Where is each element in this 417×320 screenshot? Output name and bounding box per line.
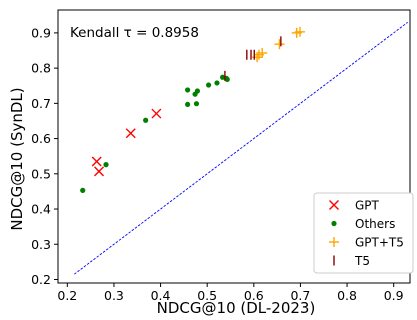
data-point-gpt <box>91 156 102 167</box>
y-axis-label: NDCG@10 (SynDL) <box>8 87 26 230</box>
kendall-tau-annotation: Kendall τ = 0.8958 <box>70 25 199 41</box>
y-tick-label: 0.6 <box>31 131 51 146</box>
data-point-others <box>103 162 109 168</box>
x-axis-ticks: 0.2 0.3 0.4 0.5 0.6 0.7 0.8 0.9 <box>57 283 404 303</box>
data-point-others <box>185 101 191 108</box>
data-point-gpt <box>94 166 105 177</box>
y-tick-label: 0.8 <box>31 61 51 76</box>
x-tick-label: 0.4 <box>151 288 171 303</box>
data-point-gpt <box>151 108 162 119</box>
legend-marker-others <box>331 220 337 227</box>
y-tick-label: 0.3 <box>31 237 51 252</box>
reference-diagonal-line <box>74 21 408 275</box>
legend-marker-gpt <box>329 200 339 210</box>
y-tick-label: 0.2 <box>31 272 51 287</box>
data-point-gpt-t5 <box>294 26 305 37</box>
x-tick-label: 0.6 <box>244 288 264 303</box>
data-point-others <box>193 101 200 107</box>
legend-label-others: Others <box>355 217 395 231</box>
x-tick-label: 0.2 <box>57 288 77 303</box>
legend-label-gpt-t5: GPT+T5 <box>355 236 404 250</box>
data-point-others <box>185 87 191 93</box>
y-axis-ticks: 0.2 0.3 0.4 0.5 0.6 0.7 0.8 0.9 <box>31 25 58 287</box>
data-point-gpt-t5 <box>252 52 263 63</box>
legend: GPT Others GPT+T5 T5 <box>313 192 414 274</box>
data-point-others <box>214 80 220 86</box>
data-point-gpt-t5 <box>257 47 268 58</box>
x-tick-label: 0.8 <box>337 288 357 303</box>
legend-entries: GPT Others GPT+T5 T5 <box>329 199 404 268</box>
data-point-others <box>80 187 86 193</box>
x-tick-label: 0.3 <box>104 288 124 303</box>
data-point-gpt <box>125 128 136 139</box>
x-tick-label: 0.9 <box>384 288 404 303</box>
legend-marker-gpt-t5 <box>329 237 339 247</box>
legend-box <box>313 192 414 274</box>
y-tick-label: 0.7 <box>31 96 51 111</box>
x-tick-label: 0.5 <box>197 288 217 303</box>
data-point-others <box>205 82 212 88</box>
plot-area-frame <box>57 9 411 284</box>
x-axis-label: NDCG@10 (DL-2023) <box>157 299 316 317</box>
data-points-layer <box>80 26 305 193</box>
reference-line-layer <box>74 21 408 275</box>
data-point-others <box>194 88 201 94</box>
data-point-others <box>224 76 230 82</box>
y-tick-label: 0.9 <box>31 25 51 40</box>
x-tick-label: 0.7 <box>290 288 310 303</box>
data-point-gpt-t5 <box>274 39 285 50</box>
y-tick-label: 0.4 <box>31 202 51 217</box>
y-tick-label: 0.5 <box>31 166 51 181</box>
data-point-others <box>143 117 149 123</box>
legend-label-t5: T5 <box>354 254 370 268</box>
legend-label-gpt: GPT <box>355 199 380 213</box>
